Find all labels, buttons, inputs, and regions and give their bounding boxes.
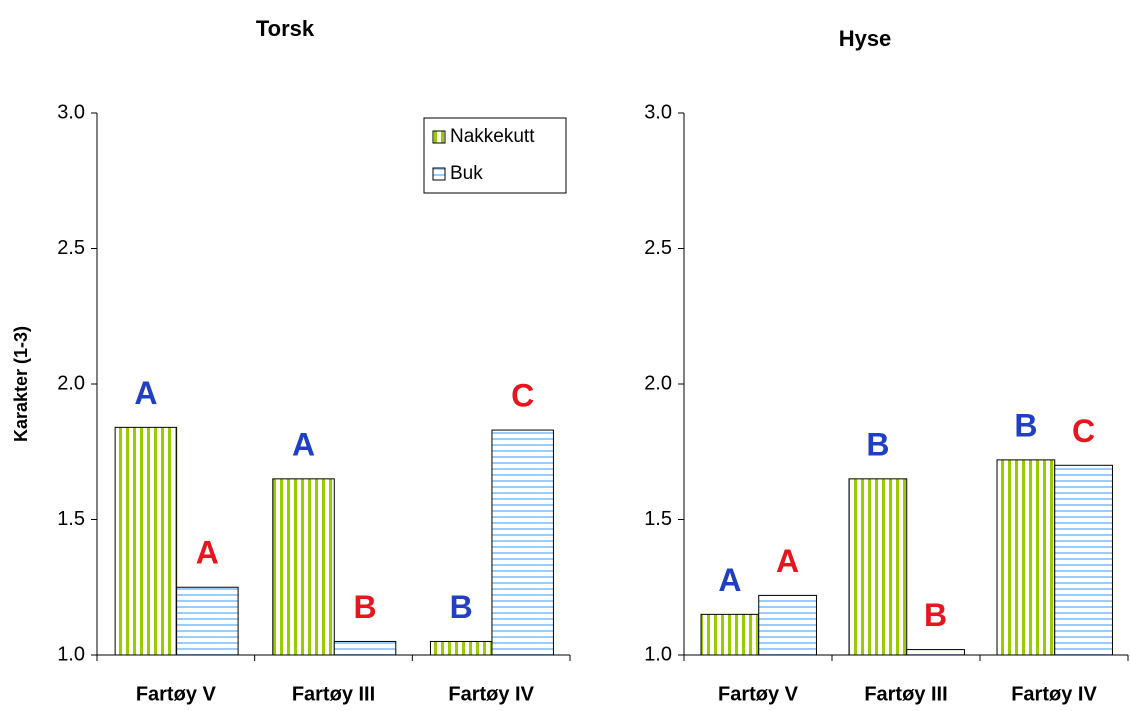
bar-label: A	[292, 426, 315, 462]
bar	[176, 586, 239, 656]
x-tick-label: Fartøy IV	[448, 683, 534, 705]
bar	[491, 429, 554, 656]
bar-label: B	[1014, 407, 1037, 443]
bar-label: A	[776, 543, 799, 579]
y-tick-label: 2.5	[644, 237, 672, 259]
bar-label: B	[353, 589, 376, 625]
y-tick-label: 1.0	[57, 643, 85, 665]
bar	[272, 478, 335, 656]
legend-label: Nakkekutt	[450, 126, 535, 147]
legend-swatch	[432, 130, 446, 144]
y-tick-label: 2.0	[644, 372, 672, 394]
bar-label: A	[134, 375, 157, 411]
bar	[1054, 464, 1113, 656]
bar-label: C	[1072, 413, 1095, 449]
y-tick-label: 1.0	[644, 643, 672, 665]
legend-label: Buk	[450, 163, 483, 184]
bar-label: A	[718, 562, 741, 598]
bar	[848, 478, 908, 656]
bar-label: B	[924, 597, 947, 633]
bar	[996, 459, 1056, 656]
x-tick-label: Fartøy III	[864, 683, 947, 705]
y-tick-label: 2.5	[57, 237, 85, 259]
legend-swatch	[432, 167, 446, 181]
bar	[758, 594, 817, 656]
bar-label: C	[511, 378, 534, 414]
x-tick-label: Fartøy III	[292, 683, 375, 705]
y-tick-label: 1.5	[57, 508, 85, 530]
x-tick-label: Fartøy V	[718, 683, 799, 705]
y-tick-label: 3.0	[644, 101, 672, 123]
x-tick-label: Fartøy V	[136, 683, 217, 705]
y-tick-label: 3.0	[57, 101, 85, 123]
bar	[906, 649, 965, 656]
chart-title: Hyse	[839, 26, 892, 51]
y-axis-label: Karakter (1-3)	[11, 326, 31, 442]
legend-box	[423, 117, 567, 194]
bar-label: A	[196, 535, 219, 571]
bar-label: B	[866, 426, 889, 462]
bar-label: B	[450, 589, 473, 625]
bar	[429, 640, 493, 656]
bar	[700, 613, 760, 656]
y-tick-label: 2.0	[57, 372, 85, 394]
bar	[114, 426, 178, 656]
y-tick-label: 1.5	[644, 508, 672, 530]
x-tick-label: Fartøy IV	[1011, 683, 1097, 705]
chart-title: Torsk	[256, 16, 315, 41]
bar	[333, 640, 397, 656]
